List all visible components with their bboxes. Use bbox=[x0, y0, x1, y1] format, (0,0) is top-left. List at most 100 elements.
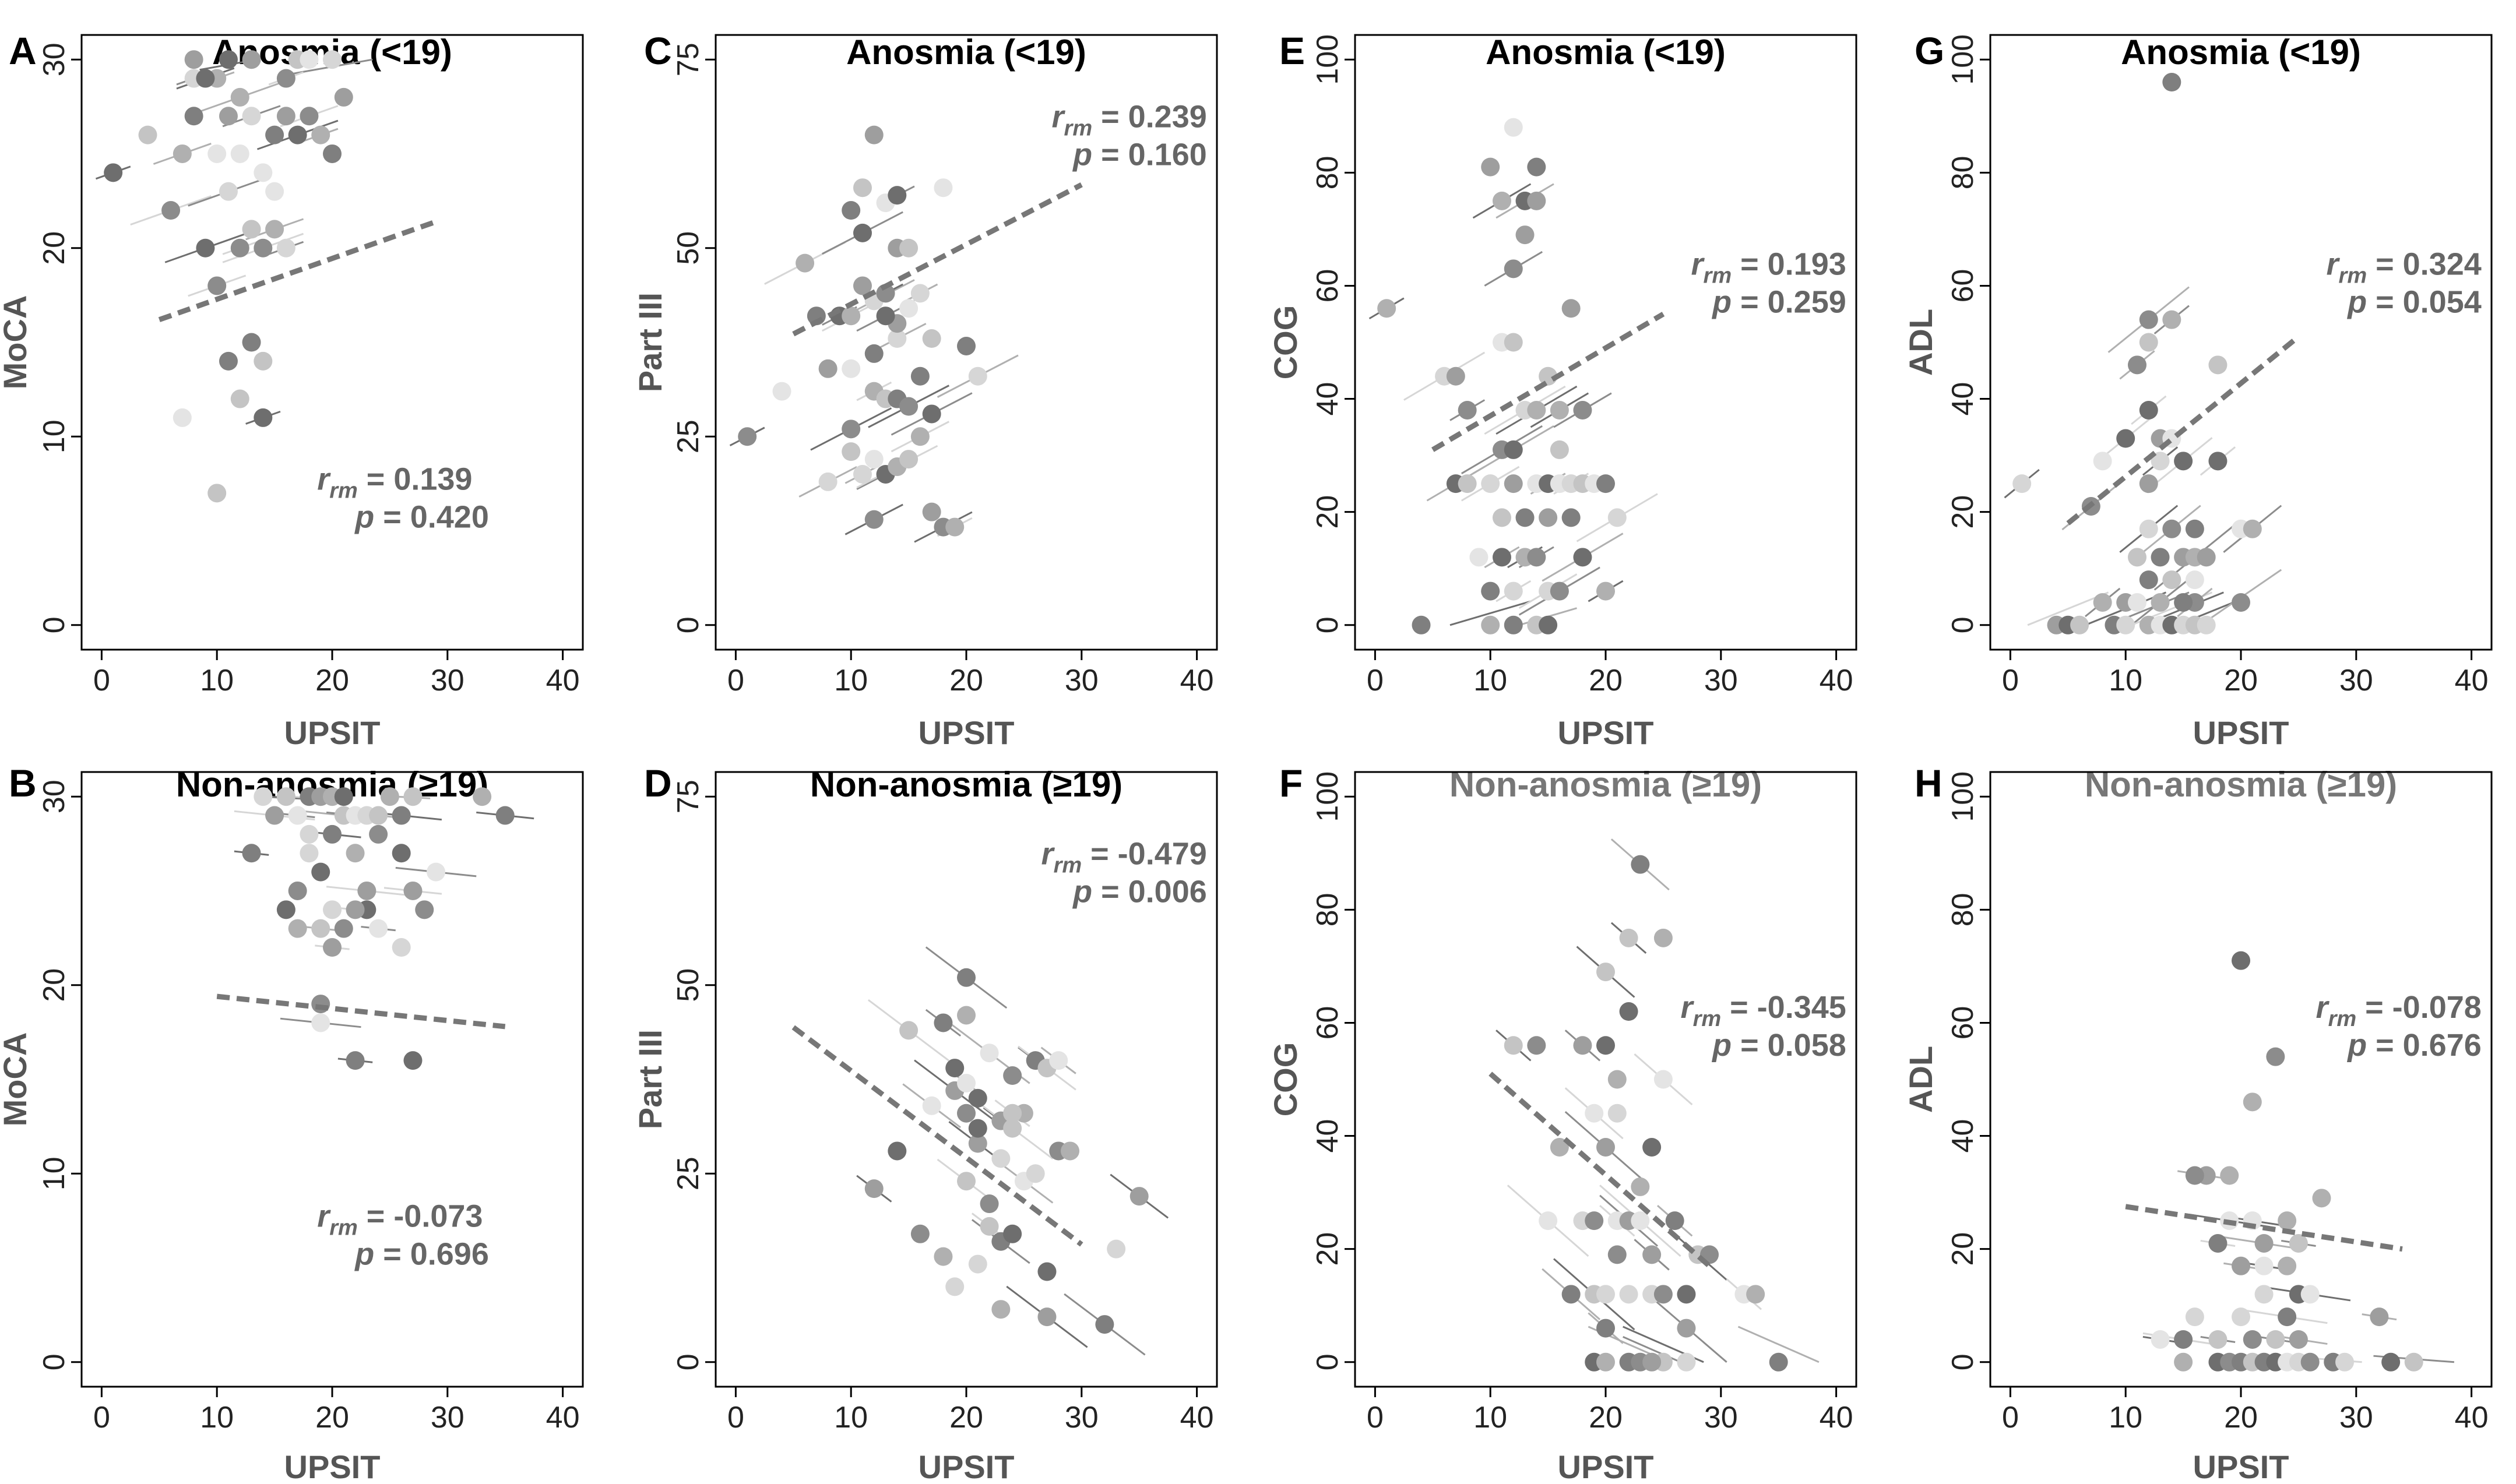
x-tick-label: 0 bbox=[727, 664, 744, 697]
data-point bbox=[1107, 1239, 1126, 1259]
data-point bbox=[2162, 570, 2181, 590]
data-point bbox=[864, 510, 884, 529]
data-point bbox=[2254, 1256, 2274, 1275]
data-point bbox=[276, 107, 295, 126]
data-point bbox=[173, 144, 192, 163]
stat-p-value: = 0.058 bbox=[1732, 1028, 1846, 1063]
data-point bbox=[968, 1119, 987, 1138]
data-point bbox=[1561, 299, 1581, 318]
data-point bbox=[910, 284, 930, 303]
data-point bbox=[346, 900, 365, 919]
data-point bbox=[910, 1224, 930, 1243]
y-tick-label: 0 bbox=[671, 616, 705, 633]
stat-r-subscript: rm bbox=[329, 479, 358, 503]
data-point bbox=[1561, 508, 1581, 527]
stat-r-subscript: rm bbox=[1064, 116, 1093, 140]
panel-label: A bbox=[9, 29, 37, 72]
data-point bbox=[1746, 1285, 1765, 1304]
data-point bbox=[922, 404, 941, 424]
data-point bbox=[207, 276, 227, 295]
x-tick-label: 0 bbox=[1367, 664, 1384, 697]
stat-p-symbol: p bbox=[1711, 284, 1732, 319]
x-tick-label: 20 bbox=[2224, 664, 2258, 697]
data-point bbox=[1504, 615, 1523, 635]
data-point bbox=[323, 144, 342, 163]
data-point bbox=[1607, 1104, 1627, 1123]
data-point bbox=[1550, 581, 1569, 601]
data-point bbox=[288, 881, 307, 900]
x-tick-label: 40 bbox=[1180, 1401, 1214, 1434]
overall-fit-line bbox=[2125, 1204, 2403, 1252]
data-point bbox=[2174, 1330, 2193, 1349]
data-point bbox=[2232, 1256, 2250, 1275]
data-point bbox=[2012, 474, 2032, 494]
data-point bbox=[1677, 1285, 1696, 1304]
data-point bbox=[311, 125, 330, 144]
data-point bbox=[1492, 508, 1511, 527]
data-point bbox=[1607, 508, 1627, 527]
y-tick-label: 40 bbox=[1311, 382, 1345, 416]
data-point bbox=[957, 1073, 976, 1092]
data-point bbox=[276, 238, 295, 258]
data-point bbox=[1573, 548, 1592, 567]
x-axis-label: UPSIT bbox=[2193, 1448, 2289, 1484]
x-axis-label: UPSIT bbox=[284, 714, 381, 751]
data-point bbox=[2312, 1189, 2331, 1208]
stat-p-symbol: p bbox=[2346, 1028, 2367, 1063]
data-point bbox=[1642, 1245, 1662, 1264]
data-point bbox=[300, 824, 319, 844]
data-point bbox=[1573, 1036, 1592, 1055]
y-tick-label: 40 bbox=[1311, 1119, 1345, 1153]
y-tick-label: 60 bbox=[1946, 1006, 1980, 1040]
panel-title: Anosmia (<19) bbox=[2121, 33, 2361, 72]
data-point bbox=[2208, 1330, 2228, 1349]
data-point bbox=[818, 472, 838, 491]
data-point bbox=[991, 1300, 1011, 1319]
data-point bbox=[864, 450, 884, 469]
data-point bbox=[980, 1044, 999, 1063]
stat-p-value: = 0.696 bbox=[374, 1237, 489, 1272]
y-tick-label: 40 bbox=[1946, 382, 1980, 416]
data-point bbox=[230, 389, 249, 408]
data-point bbox=[300, 50, 319, 69]
data-point bbox=[242, 50, 261, 69]
stat-r-value: = 0.239 bbox=[1092, 99, 1207, 134]
x-tick-label: 40 bbox=[546, 664, 580, 697]
x-tick-label: 40 bbox=[2455, 664, 2489, 697]
x-tick-label: 30 bbox=[2339, 1401, 2373, 1434]
panel-label: B bbox=[9, 762, 37, 805]
data-point bbox=[1596, 963, 1615, 982]
data-point bbox=[818, 359, 838, 378]
x-tick-label: 30 bbox=[1065, 664, 1099, 697]
stat-p-symbol: p bbox=[1072, 137, 1092, 172]
overall-fit-line bbox=[216, 993, 506, 1030]
stat-r-value: = -0.479 bbox=[1082, 836, 1207, 871]
data-point bbox=[2300, 1285, 2320, 1304]
data-point bbox=[1653, 928, 1673, 947]
data-point bbox=[254, 163, 273, 182]
x-axis-label: UPSIT bbox=[1558, 714, 1654, 751]
data-point bbox=[1377, 299, 1396, 318]
data-point bbox=[934, 178, 953, 198]
data-point bbox=[346, 1051, 365, 1070]
data-point bbox=[403, 1051, 423, 1070]
data-point bbox=[1037, 1307, 1057, 1327]
overall-fit-line bbox=[792, 182, 1083, 337]
subject-fit-line bbox=[1737, 1326, 1820, 1363]
data-point bbox=[2162, 519, 2181, 538]
stat-r-symbol: r bbox=[1681, 990, 1695, 1025]
data-point bbox=[392, 844, 411, 863]
data-point bbox=[196, 69, 215, 88]
data-point bbox=[2335, 1352, 2355, 1372]
data-point bbox=[910, 366, 930, 386]
data-point bbox=[2278, 1307, 2297, 1327]
data-point bbox=[369, 919, 388, 938]
x-tick-label: 20 bbox=[315, 664, 349, 697]
stat-r: rrm = -0.345 bbox=[1681, 990, 1846, 1031]
data-point bbox=[2093, 452, 2112, 471]
data-point bbox=[230, 87, 249, 107]
stat-p: p = 0.054 bbox=[2346, 284, 2482, 319]
x-tick-label: 30 bbox=[431, 1401, 465, 1434]
data-point bbox=[888, 1141, 907, 1161]
data-point bbox=[1504, 118, 1523, 137]
